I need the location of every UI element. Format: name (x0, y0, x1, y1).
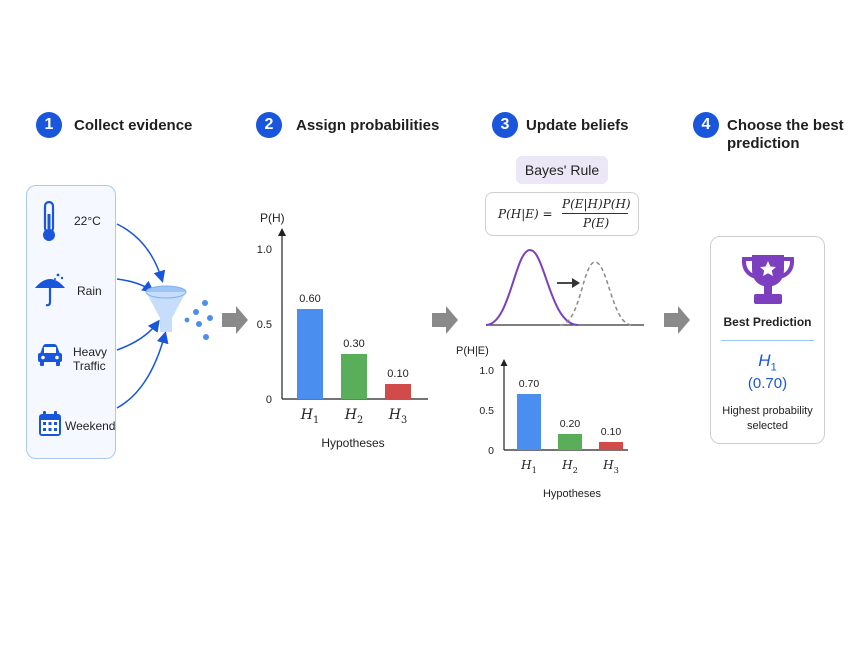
best-prediction-divider (721, 340, 814, 341)
prior-chart-yticks: 0 0.5 1.0 (257, 244, 272, 406)
step-arrow-2 (432, 306, 458, 334)
best-prediction-card: Best Prediction H1 (0.70) Highest probab… (710, 236, 825, 444)
posterior-ytick-1: 0.5 (479, 405, 494, 417)
step-2-title: Assign probabilities (296, 117, 440, 134)
prior-xtick-1: H1 (300, 407, 319, 426)
step-3-badge: 3 (492, 112, 518, 138)
prior-value-label-3: 0.10 (387, 368, 408, 380)
prior-ytick-2: 1.0 (257, 244, 272, 256)
best-hyp-sub: 1 (770, 361, 777, 374)
prior-xtick-3: H3 (388, 407, 407, 426)
posterior-chart-bars (517, 394, 623, 450)
posterior-bar-3 (599, 442, 623, 450)
formula-numerator: P(E|H)P(H) (562, 197, 631, 211)
prior-value-label-1: 0.60 (299, 293, 320, 305)
posterior-chart-xlabel: Hypotheses (543, 488, 602, 500)
best-hyp-base: H (758, 351, 771, 370)
funnel-icon (145, 285, 187, 332)
best-prediction-caption: Highest probability selected (711, 404, 824, 434)
umbrella-icon (35, 273, 65, 307)
formula-fraction-bar (562, 213, 628, 214)
evidence-traffic-label: Heavy Traffic (73, 345, 107, 373)
prior-value-label-2: 0.30 (343, 338, 364, 350)
arrow-rain-to-funnel (116, 278, 155, 293)
posterior-bar-1 (517, 394, 541, 450)
step-1-badge: 1 (36, 112, 62, 138)
step-4-title-line1: Choose the best (727, 117, 844, 134)
evidence-traffic-line2: Traffic (73, 359, 106, 373)
car-icon (38, 344, 62, 366)
prior-bar-2 (341, 354, 367, 399)
bayes-rule-badge: Bayes' Rule (516, 156, 608, 184)
prior-ytick-0: 0 (266, 394, 272, 406)
arrow-weekend-to-funnel (116, 331, 169, 409)
evidence-weekend-label: Weekend (65, 419, 116, 433)
posterior-chart-ylabel: P(H|E) (456, 345, 489, 357)
prior-chart-value-labels: 0.60 0.30 0.10 (299, 293, 408, 380)
posterior-chart-value-labels: 0.70 0.20 0.10 (519, 378, 622, 438)
posterior-chart-yticks: 0 0.5 1.0 (479, 365, 494, 457)
prior-chart: P(H) 0 0.5 1.0 0.60 0.30 0.10 H1 H2 H3 Hypothe… (257, 211, 428, 450)
formula-lhs: P(H|E) = (498, 207, 553, 221)
step-2-badge: 2 (256, 112, 282, 138)
prior-curve (485, 248, 579, 326)
posterior-ytick-2: 1.0 (479, 365, 494, 377)
prior-chart-ylabel: P(H) (260, 211, 285, 225)
particle-dots (184, 300, 213, 340)
prior-chart-bars (297, 309, 411, 399)
posterior-value-label-2: 0.20 (560, 418, 581, 430)
bayes-formula-box: P(H|E) = P(E|H)P(H) P(E) (485, 192, 639, 236)
best-prediction-value: (0.70) (747, 375, 788, 392)
posterior-ytick-0: 0 (488, 445, 494, 457)
best-caption-line2: selected (747, 420, 788, 432)
step-arrow-3 (664, 306, 690, 334)
step-arrow-1 (222, 306, 248, 334)
calendar-icon (39, 411, 61, 436)
prior-bar-3 (385, 384, 411, 399)
posterior-value-label-1: 0.70 (519, 378, 540, 390)
posterior-chart-xticks: H1 H2 H3 (520, 458, 619, 475)
posterior-curve (559, 261, 633, 326)
evidence-traffic-line1: Heavy (73, 345, 108, 359)
posterior-bar-2 (558, 434, 582, 450)
arrow-traffic-to-funnel (116, 319, 160, 351)
evidence-panel (26, 185, 116, 459)
posterior-xtick-2: H2 (561, 458, 578, 475)
posterior-xtick-1: H1 (520, 458, 537, 475)
prior-xtick-2: H2 (344, 407, 363, 426)
step-3-title: Update beliefs (526, 117, 629, 134)
posterior-value-label-3: 0.10 (601, 426, 622, 438)
prior-ytick-1: 0.5 (257, 319, 272, 331)
prior-bar-1 (297, 309, 323, 399)
step-4-title-line2: prediction (727, 135, 800, 152)
step-1-title: Collect evidence (74, 117, 193, 134)
best-prediction-title: Best Prediction (723, 315, 812, 329)
posterior-chart: P(H|E) 0 0.5 1.0 0.70 0.20 0.10 H1 H2 H3 Hypot… (456, 345, 628, 500)
evidence-rain-label: Rain (77, 284, 102, 298)
formula-denominator: P(E) (583, 216, 610, 230)
evidence-temperature-label: 22°C (74, 214, 101, 228)
thermometer-icon (43, 200, 55, 241)
best-caption-line1: Highest probability (722, 405, 813, 417)
best-prediction-hypothesis: H1 (711, 351, 824, 373)
trophy-icon (741, 255, 795, 304)
step-4-title: Choose the best prediction (727, 117, 844, 153)
posterior-xtick-3: H3 (602, 458, 619, 475)
prior-chart-xticks: H1 H2 H3 (300, 407, 407, 426)
arrow-temp-to-funnel (116, 223, 166, 283)
prior-chart-xlabel: Hypotheses (321, 436, 384, 450)
step-4-badge: 4 (693, 112, 719, 138)
